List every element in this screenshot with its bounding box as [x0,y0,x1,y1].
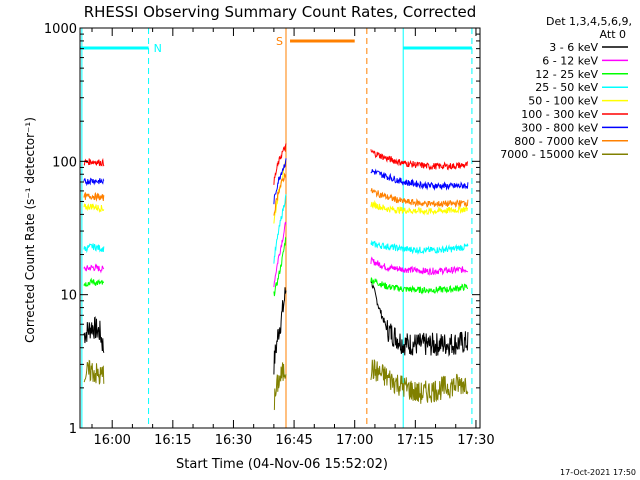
series-segment [83,277,105,287]
x-tick-label: 16:00 [93,433,130,448]
legend-label: 6 - 12 keV [542,54,598,67]
x-axis-label: Start Time (04-Nov-06 15:52:02) [176,457,388,472]
series-segment [83,359,105,385]
series-segment [83,263,105,274]
legend-label: 25 - 50 keV [535,81,598,94]
series-25-50-keV-kev [83,194,469,264]
x-tick-label: 16:15 [154,433,191,448]
series-layer [83,143,469,411]
legend-label: 12 - 25 keV [535,68,598,81]
series-segment [273,143,287,185]
series-segment [370,240,469,255]
series-segment [83,191,105,202]
x-tick-label: 17:00 [336,433,373,448]
night-label: N [154,42,162,55]
series-3-6-keV-kev [83,280,469,375]
legend-label: 3 - 6 keV [549,41,598,54]
series-segment [370,168,469,191]
legend-label: 300 - 800 keV [521,121,598,134]
legend-subtitle: Att 0 [600,28,626,41]
series-segment [273,287,287,375]
series-7000-15000-keV-kev [83,359,469,411]
series-6-12-keV-kev [83,221,469,288]
series-800-7000-keV-kev [83,172,469,216]
series-100-300-keV-kev [83,143,469,185]
axes: 16:00 16:15 16:30 16:45 17:00 17:15 17:30 1 10 10… [44,22,495,448]
series-segment [370,277,468,295]
saa-label: S [276,35,283,48]
x-tick-label: 16:45 [275,433,312,448]
legend-label: 50 - 100 keV [528,95,598,108]
series-segment [273,362,287,411]
series-segment [370,256,469,276]
x-tick-label: 17:15 [397,433,434,448]
series-segment [370,359,469,404]
series-300-800-keV-kev [83,158,469,205]
y-tick-label: 100 [52,155,77,170]
series-segment [370,199,469,216]
legend-label: 7000 - 15000 keV [500,148,598,161]
series-segment [370,149,469,171]
y-tick-label: 1000 [44,22,77,37]
legend-label: 100 - 300 keV [521,108,598,121]
y-tick-label: 1 [69,422,77,437]
y-tick-label: 10 [60,289,77,304]
x-tick-label: 17:30 [457,433,494,448]
series-segment [370,188,469,208]
series-segment [83,316,105,353]
plot-frame [79,27,481,429]
series-segment [273,236,287,297]
series-segment [273,194,287,264]
series-segment [273,172,287,216]
series-segment [273,221,287,288]
series-segment [273,158,287,205]
series-segment [83,157,105,167]
series-segment [83,177,105,187]
x-tick-label: 16:30 [215,433,252,448]
chart-title: RHESSI Observing Summary Count Rates, Co… [84,3,477,21]
legend-label: 800 - 7000 keV [514,135,598,148]
y-axis-label: Corrected Count Rate (s⁻¹ detector⁻¹) [23,117,37,343]
legend-title: Det 1,3,4,5,6,9, [546,15,632,28]
timestamp: 17-Oct-2021 17:50 [560,468,636,477]
series-segment [370,280,469,357]
annotations: NS [80,28,473,428]
series-12-25-keV-kev [83,236,468,297]
series-segment [83,243,105,254]
series-segment [83,202,105,213]
